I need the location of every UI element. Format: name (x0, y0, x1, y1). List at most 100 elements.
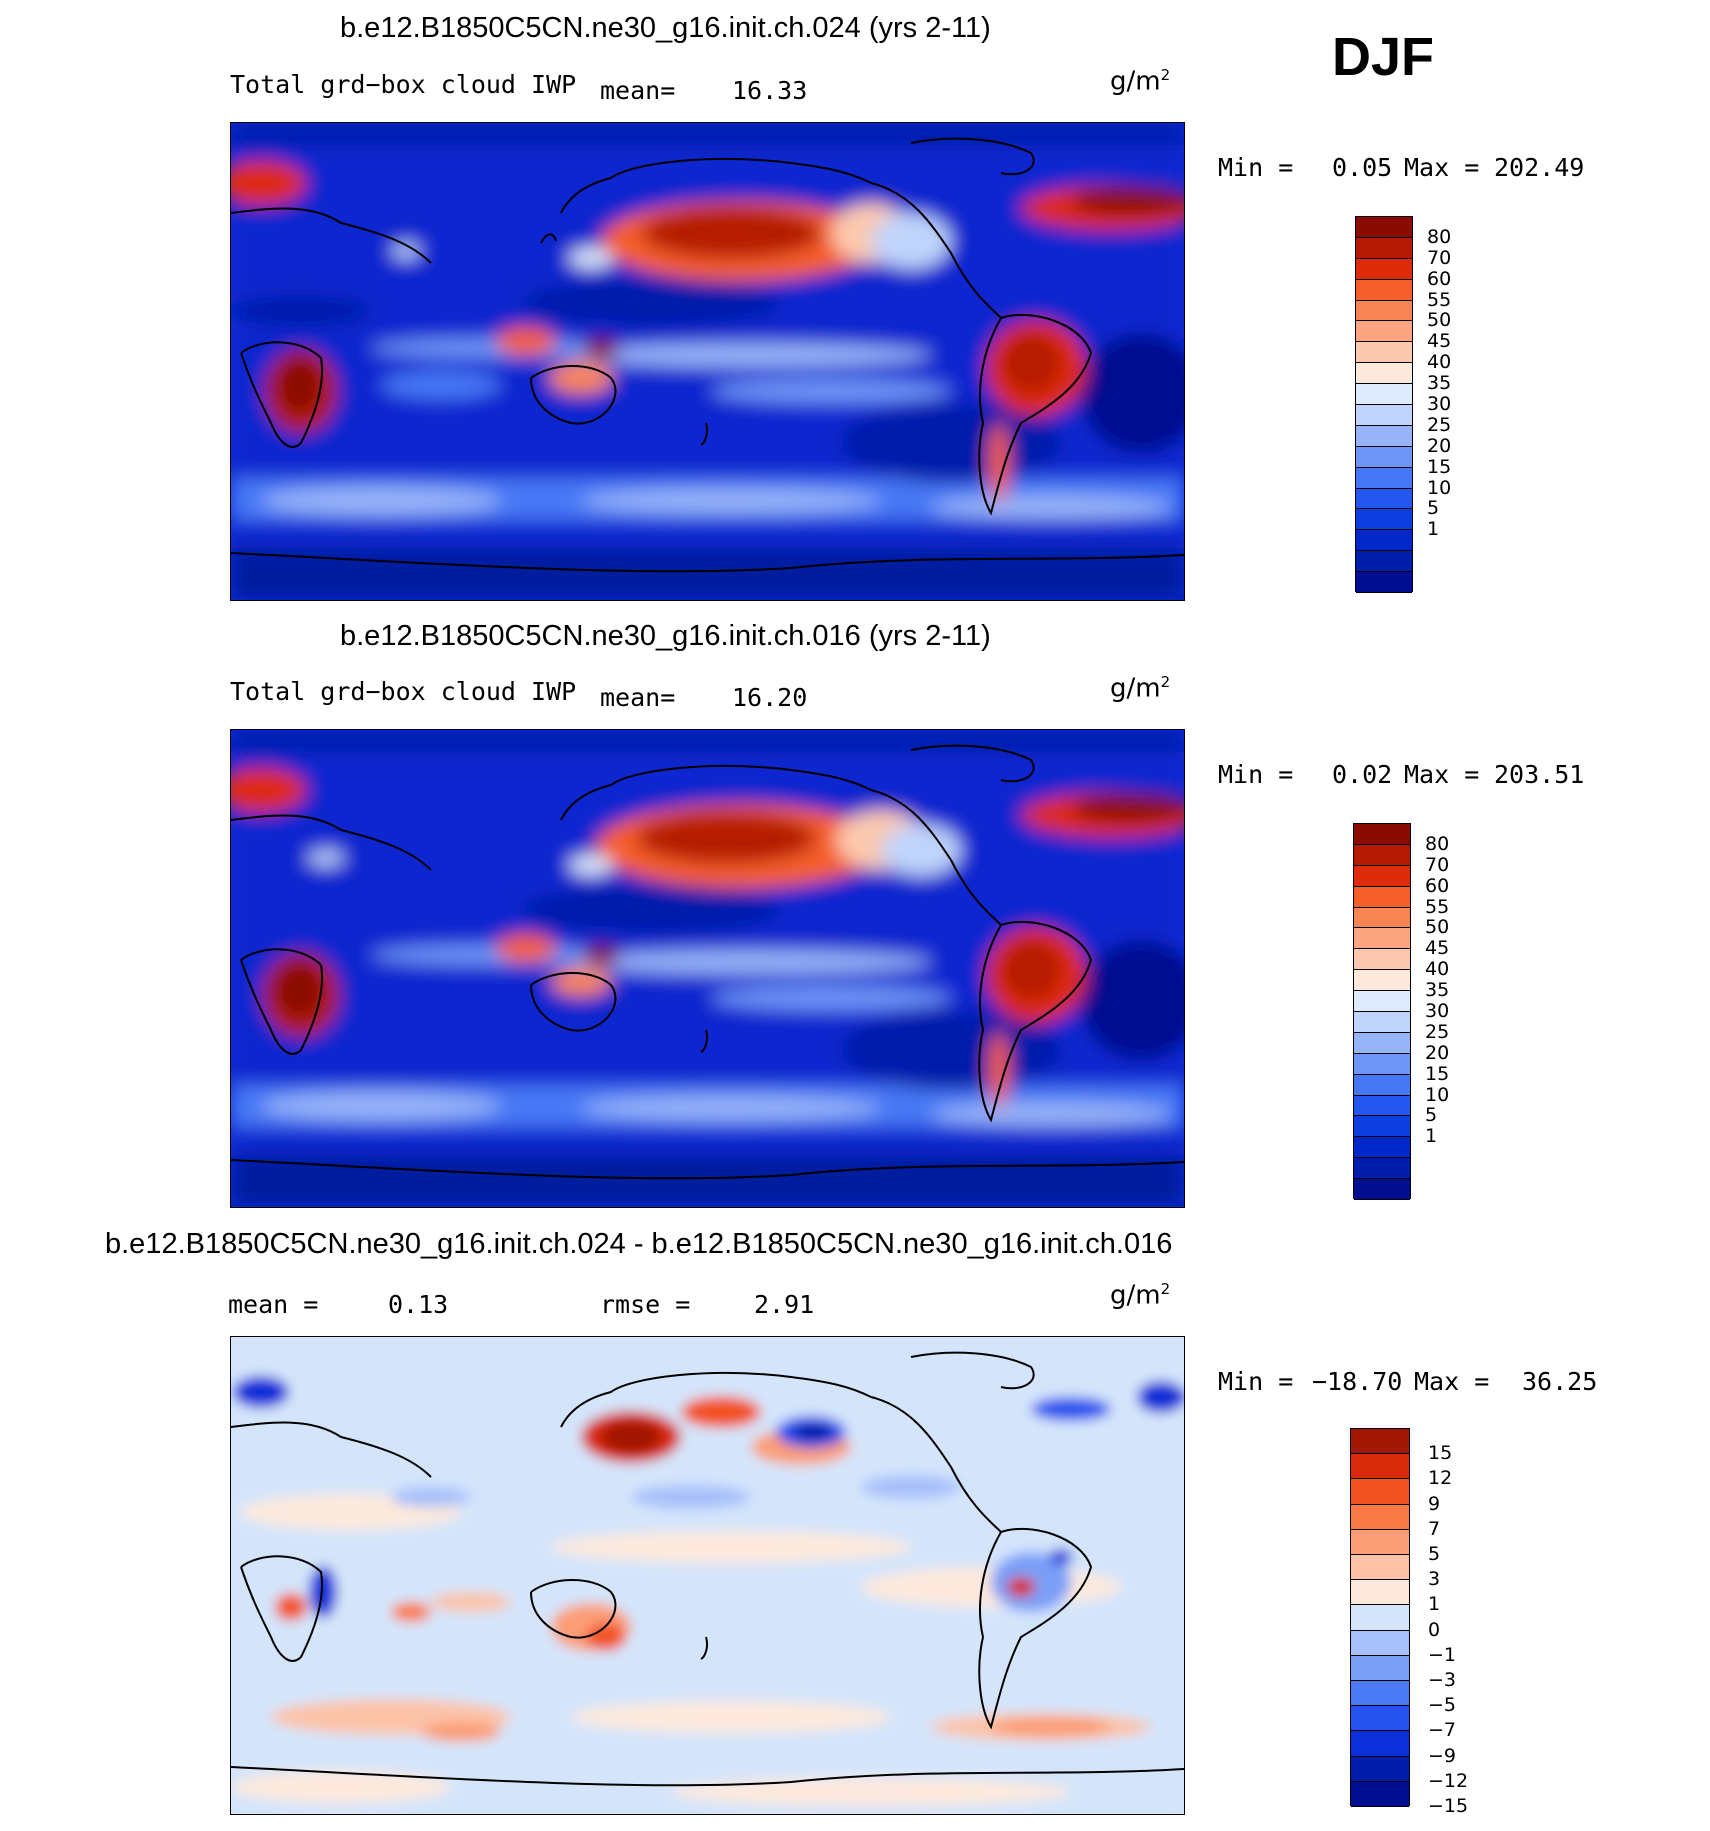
colorbar-swatch (1356, 342, 1412, 364)
colorbar-tick-label: 40 (1425, 958, 1450, 981)
colorbar-swatch (1351, 1479, 1409, 1505)
colorbar-tick-label: 1 (1427, 518, 1440, 541)
panel3-max-value: 36.25 (1522, 1367, 1598, 1396)
colorbar-tick-label: 7 (1428, 1517, 1441, 1540)
colorbar-tick-label: 12 (1428, 1467, 1453, 1490)
colorbar-swatch (1351, 1605, 1409, 1631)
panel2-mean-value: 16.20 (732, 683, 808, 712)
colorbar-tick-label: 45 (1427, 330, 1452, 353)
season-label: DJF (1332, 27, 1435, 87)
colorbar-swatch (1356, 300, 1412, 322)
colorbar-tick-label: 3 (1428, 1568, 1441, 1591)
panel1-mean-value: 16.33 (732, 76, 808, 105)
colorbar-tick-label: 10 (1427, 476, 1452, 499)
colorbar-tick-label: 1 (1428, 1593, 1441, 1616)
colorbar-swatch (1356, 279, 1412, 301)
panel3-mean-label: mean = (228, 1290, 319, 1319)
panel1-min-value: 0.05 (1332, 153, 1393, 182)
colorbar-tick-label: −5 (1428, 1694, 1457, 1717)
panel3-min-label: Min = (1218, 1367, 1294, 1396)
colorbar-tick-label: 80 (1427, 225, 1452, 248)
colorbar-swatch (1354, 1158, 1410, 1180)
colorbar-tick-label: 35 (1425, 979, 1450, 1002)
colorbar-swatch (1354, 1053, 1410, 1075)
colorbar-tick-label: 5 (1428, 1543, 1441, 1565)
colorbar-swatch (1354, 844, 1410, 866)
panel2-variable-label: Total grd−box cloud IWP (230, 677, 577, 706)
colorbar-tick-label: 0 (1428, 1618, 1441, 1641)
panel3-max-label: Max = (1414, 1367, 1490, 1396)
colorbar-swatch (1354, 928, 1410, 950)
panel3-mean-value: 0.13 (388, 1290, 449, 1319)
colorbar-swatch (1354, 1074, 1410, 1096)
colorbar-tick-label: 60 (1427, 267, 1452, 290)
panel1-min-label: Min = (1218, 153, 1294, 182)
panel2-max-label: Max = (1404, 760, 1480, 789)
panel2-title: b.e12.B1850C5CN.ne30_g16.init.ch.016 (yr… (340, 620, 991, 652)
panel1-title: b.e12.B1850C5CN.ne30_g16.init.ch.024 (yr… (340, 12, 991, 44)
colorbar-tick-label: −9 (1428, 1744, 1457, 1767)
colorbar-tick-label: 50 (1425, 916, 1450, 939)
colorbar-tick-label: 50 (1427, 309, 1452, 332)
colorbar-tick-label: 30 (1425, 1000, 1450, 1022)
colorbar-tick-label: 55 (1425, 895, 1450, 918)
panel3-title: b.e12.B1850C5CN.ne30_g16.init.ch.024 - b… (105, 1228, 1173, 1260)
panel1-max-value: 202.49 (1494, 153, 1585, 182)
colorbar-swatch (1351, 1731, 1409, 1757)
colorbar-swatch (1351, 1429, 1409, 1455)
panel2-min-value: 0.02 (1332, 760, 1393, 789)
colorbar-swatch (1356, 551, 1412, 573)
panel1-max-label: Max = (1404, 153, 1480, 182)
colorbar-tick-label: 35 (1427, 372, 1452, 395)
colorbar-swatch (1356, 572, 1412, 593)
colorbar-tick-label: 10 (1425, 1083, 1450, 1106)
colorbar-tick-label: 25 (1427, 413, 1452, 436)
colorbar-swatch (1356, 237, 1412, 259)
colorbar-tick-label: 15 (1428, 1442, 1453, 1465)
panel3-rmse-label: rmse = (600, 1290, 691, 1319)
colorbar-tick-label: 9 (1428, 1492, 1441, 1515)
colorbar-swatch (1354, 1116, 1410, 1138)
panel2-units: g/m2 (1110, 673, 1171, 704)
colorbar-tick-label: −15 (1428, 1795, 1469, 1817)
panel2-mean-label: mean= (600, 683, 676, 712)
colorbar-swatch (1356, 530, 1412, 552)
colorbar-swatch (1356, 384, 1412, 405)
colorbar-tick-label: −12 (1428, 1769, 1469, 1792)
colorbar-tick-label: 70 (1425, 853, 1450, 876)
colorbar-swatch (1354, 991, 1410, 1012)
panel2-min-label: Min = (1218, 760, 1294, 789)
colorbar-swatch (1356, 488, 1412, 510)
colorbar-tick-label: 15 (1427, 455, 1452, 478)
colorbar-tick-label: 5 (1425, 1104, 1438, 1127)
panel3-colorbar (1350, 1428, 1410, 1807)
colorbar-swatch (1351, 1454, 1409, 1480)
colorbar-swatch (1356, 217, 1412, 238)
colorbar-swatch (1354, 1137, 1410, 1159)
colorbar-swatch (1354, 824, 1410, 845)
colorbar-tick-label: −7 (1428, 1719, 1457, 1742)
colorbar-swatch (1356, 446, 1412, 468)
panel3-min-value: −18.70 (1312, 1367, 1403, 1396)
colorbar-swatch (1351, 1529, 1409, 1555)
colorbar-swatch (1354, 907, 1410, 929)
panel3-map (230, 1336, 1185, 1815)
colorbar-tick-label: 45 (1425, 937, 1450, 960)
panel1-mean-label: mean= (600, 76, 676, 105)
colorbar-swatch (1354, 1179, 1410, 1200)
colorbar-swatch (1351, 1655, 1409, 1681)
colorbar-swatch (1354, 949, 1410, 971)
colorbar-swatch (1351, 1756, 1409, 1782)
colorbar-swatch (1356, 509, 1412, 531)
colorbar-swatch (1354, 1032, 1410, 1054)
colorbar-tick-label: 60 (1425, 874, 1450, 897)
colorbar-swatch (1351, 1580, 1409, 1606)
colorbar-swatch (1354, 970, 1410, 992)
colorbar-swatch (1356, 425, 1412, 447)
panel1-variable-label: Total grd−box cloud IWP (230, 70, 577, 99)
colorbar-tick-label: 20 (1427, 434, 1452, 457)
colorbar-tick-label: 15 (1425, 1062, 1450, 1085)
colorbar-swatch (1351, 1681, 1409, 1707)
colorbar-swatch (1356, 258, 1412, 280)
colorbar-swatch (1354, 1095, 1410, 1117)
